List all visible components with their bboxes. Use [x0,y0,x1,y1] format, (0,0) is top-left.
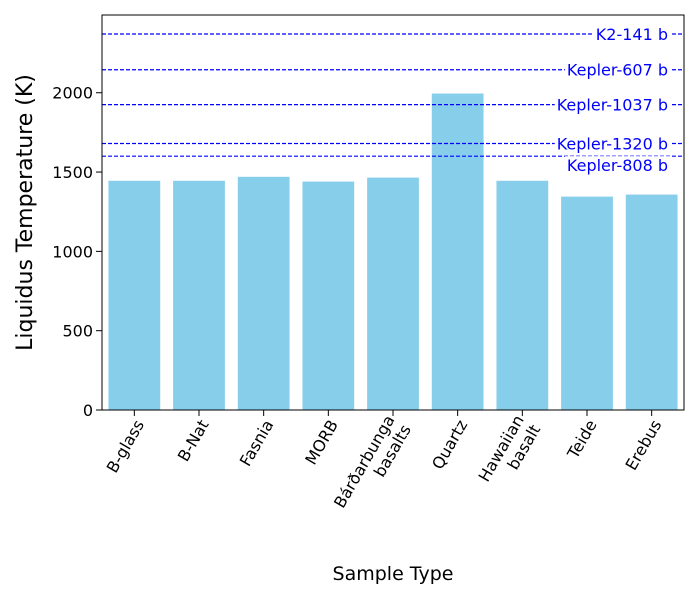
x-tick-label-line: Teide [563,417,601,463]
x-axis-ticks: B-glass B-Nat Fasnia MORBBárðarbungabasalts… [103,410,665,512]
x-tick-label-line: B-glass [103,417,148,477]
y-axis-title: Liquidus Temperature (K) [13,74,38,351]
bar [625,194,678,410]
reference-line-label: Kepler-607 b [567,61,668,80]
x-tick-label-line: MORB [301,417,342,469]
bar [302,181,355,410]
x-tick-label: Teide [563,417,601,463]
bar [173,180,225,410]
bar [561,196,613,410]
reference-lines-group: K2-141 b Kepler-607 b Kepler-1037 b Kepler-… [102,25,684,176]
y-tick-label: 500 [62,322,93,341]
x-tick-label: B-glass [103,417,148,477]
plot-frame [101,14,685,411]
bar [237,176,290,410]
y-tick-label: 1000 [52,242,93,261]
x-tick-label-line: Quartz [428,417,471,473]
bar [367,177,419,410]
y-axis-ticks: 0 500 1000 1500 2000 [52,84,102,420]
x-tick-label: Erebus [621,417,665,474]
reference-line-label: Kepler-1037 b [557,96,668,115]
x-tick-label-line: Erebus [621,417,665,474]
bars-group [108,93,678,410]
x-axis-title: Sample Type [333,563,454,585]
reference-line-label: Kepler-808 b [567,156,668,175]
bar [496,180,549,410]
x-tick-label-line: Fasnia [236,417,278,470]
reference-line-label: K2-141 b [596,25,668,44]
y-tick-label: 2000 [52,84,93,103]
reference-line-label: Kepler-1320 b [557,134,668,153]
x-tick-label-line: B-Nat [174,417,213,465]
x-tick-label: MORB [301,417,342,469]
y-tick-label: 1500 [52,163,93,182]
y-tick-label: 0 [83,401,93,420]
bar [108,180,161,410]
bar [431,93,484,410]
x-tick-label: B-Nat [174,417,213,465]
x-tick-label: Fasnia [236,417,278,470]
x-tick-label: Quartz [428,417,471,473]
